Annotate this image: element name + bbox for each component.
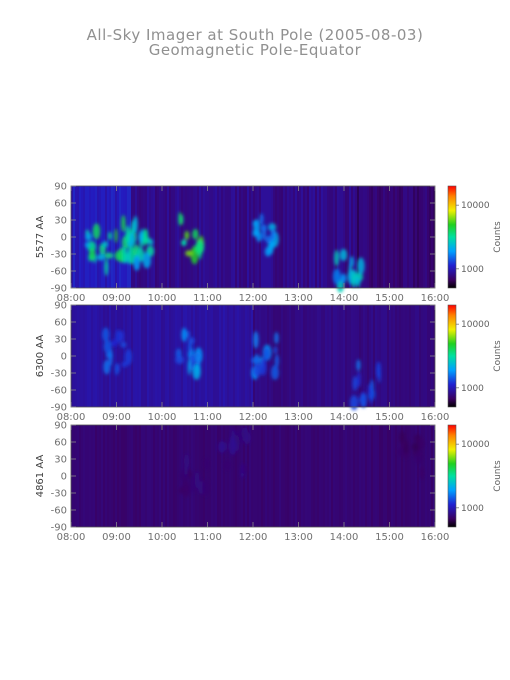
x-tick-label: 14:00 xyxy=(330,293,359,304)
y-tick-label: -60 xyxy=(51,386,67,397)
colorbar-tick-label: 10000 xyxy=(461,440,490,450)
x-tick-label: 13:00 xyxy=(284,532,313,543)
y-axis-label: 5577 AA xyxy=(35,216,46,259)
colorbar-tick-label: 1000 xyxy=(461,504,484,514)
y-tick-label: 30 xyxy=(54,216,67,227)
y-tick-label: -30 xyxy=(51,369,67,380)
heatmap-stripes xyxy=(71,425,435,527)
colorbar: 10000 1000 Counts xyxy=(447,424,503,528)
x-tick-label: 12:00 xyxy=(239,412,268,423)
colorbar-tick-label: 10000 xyxy=(461,320,490,330)
x-tick-label: 10:00 xyxy=(148,532,177,543)
heatmap-features xyxy=(178,427,425,498)
y-tick-label: -60 xyxy=(51,267,67,278)
colorbar-tick-label: 10000 xyxy=(461,201,490,211)
heatmap-features xyxy=(84,211,365,293)
y-tick-label: 30 xyxy=(54,335,67,346)
y-tick-label: 90 xyxy=(54,421,67,432)
x-tick-label: 16:00 xyxy=(421,293,450,304)
y-tick-label: -60 xyxy=(51,506,67,517)
x-tick-label: 15:00 xyxy=(375,532,404,543)
x-tick-label: 11:00 xyxy=(193,293,222,304)
colorbar-label: Counts xyxy=(493,221,503,253)
y-tick-label: -30 xyxy=(51,250,67,261)
x-tick-label: 08:00 xyxy=(57,293,86,304)
colorbar-tick-label: 1000 xyxy=(461,384,484,394)
colorbar: 10000 1000 Counts xyxy=(447,185,503,289)
x-tick-label: 15:00 xyxy=(375,293,404,304)
x-tick-label: 08:00 xyxy=(57,532,86,543)
x-tick-label: 09:00 xyxy=(102,293,131,304)
y-tick-label: -30 xyxy=(51,489,67,500)
x-tick-label: 12:00 xyxy=(239,293,268,304)
colorbar: 10000 1000 Counts xyxy=(447,304,503,408)
heatmap-stripes xyxy=(71,305,435,407)
heatmap-features xyxy=(102,327,381,411)
y-tick-label: 30 xyxy=(54,455,67,466)
chart-title: All-Sky Imager at South Pole (2005-08-03… xyxy=(86,26,424,44)
y-axis-label: 6300 AA xyxy=(35,335,46,378)
colorbar-tick-label: 1000 xyxy=(461,265,484,275)
x-tick-label: 10:00 xyxy=(148,293,177,304)
x-tick-label: 12:00 xyxy=(239,532,268,543)
x-tick-label: 09:00 xyxy=(102,532,131,543)
x-tick-label: 13:00 xyxy=(284,412,313,423)
x-tick-label: 15:00 xyxy=(375,412,404,423)
y-tick-label: 0 xyxy=(61,352,67,363)
y-tick-label: -90 xyxy=(51,403,67,414)
y-tick-label: 60 xyxy=(54,438,67,449)
x-tick-label: 10:00 xyxy=(148,412,177,423)
y-tick-label: -90 xyxy=(51,284,67,295)
x-tick-label: 08:00 xyxy=(57,412,86,423)
y-tick-label: 60 xyxy=(54,318,67,329)
y-tick-label: 90 xyxy=(54,301,67,312)
x-tick-label: 11:00 xyxy=(193,532,222,543)
colorbar-label: Counts xyxy=(493,340,503,372)
x-tick-label: 13:00 xyxy=(284,293,313,304)
y-tick-label: -90 xyxy=(51,523,67,534)
y-tick-label: 0 xyxy=(61,472,67,483)
y-tick-label: 0 xyxy=(61,233,67,244)
y-axis-label: 4861 AA xyxy=(35,455,46,498)
x-tick-label: 16:00 xyxy=(421,532,450,543)
colorbar-label: Counts xyxy=(493,460,503,492)
chart-subtitle: Geomagnetic Pole-Equator xyxy=(148,41,362,59)
x-tick-label: 14:00 xyxy=(330,412,359,423)
x-tick-label: 16:00 xyxy=(421,412,450,423)
x-tick-label: 09:00 xyxy=(102,412,131,423)
y-tick-label: 90 xyxy=(54,182,67,193)
y-tick-label: 60 xyxy=(54,199,67,210)
x-tick-label: 14:00 xyxy=(330,532,359,543)
x-tick-label: 11:00 xyxy=(193,412,222,423)
